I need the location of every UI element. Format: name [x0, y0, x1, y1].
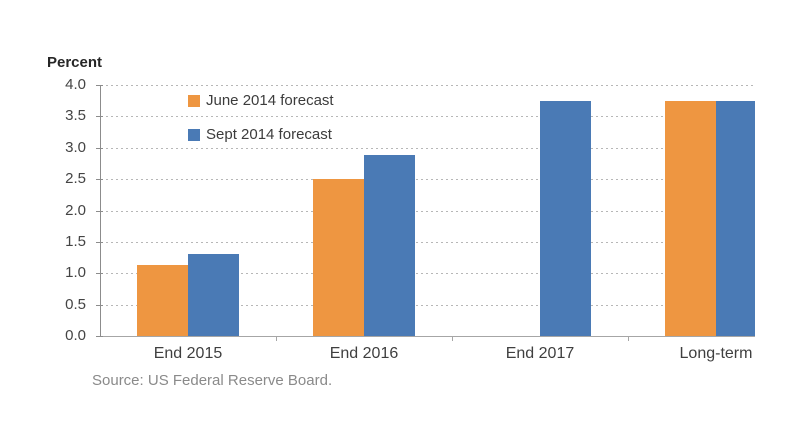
- x-axis-tick-3: [628, 337, 629, 341]
- legend-item-june-2014: June 2014 forecast: [188, 92, 334, 109]
- bar-sept-end-2015: [188, 254, 239, 336]
- y-axis-tick-0.5: [96, 305, 103, 306]
- gridline-2.5: [101, 179, 755, 180]
- gridline-0.5: [101, 305, 755, 306]
- source-attribution: Source: US Federal Reserve Board.: [92, 372, 333, 389]
- y-axis-tick-label-4.0: 4.0: [65, 76, 86, 93]
- y-axis-tick-2.0: [96, 211, 103, 212]
- legend: June 2014 forecast Sept 2014 forecast: [188, 92, 334, 143]
- bar-sept-long-term: [716, 101, 755, 336]
- y-axis-title: Percent: [47, 54, 103, 71]
- x-axis-tick-1: [276, 337, 277, 341]
- y-axis-tick-label-3.0: 3.0: [65, 139, 86, 156]
- gridline-2.0: [101, 211, 755, 212]
- plot-inner: [100, 85, 755, 336]
- y-axis-tick-label-0.0: 0.0: [65, 327, 86, 344]
- x-axis-line: [100, 336, 755, 337]
- x-axis-tick-2: [452, 337, 453, 341]
- y-axis-tick-2.5: [96, 179, 103, 180]
- legend-item-sept-2014: Sept 2014 forecast: [188, 126, 334, 143]
- gridline-3.5: [101, 116, 755, 117]
- legend-swatch-june-2014: [188, 94, 200, 107]
- y-axis-tick-3.5: [96, 116, 103, 117]
- gridline-1.0: [101, 273, 755, 274]
- y-axis-tick-label-2.5: 2.5: [65, 170, 86, 187]
- bar-sept-end-2016: [364, 155, 415, 336]
- gridline-3.0: [101, 148, 755, 149]
- gridline-1.5: [101, 242, 755, 243]
- y-axis-tick-label-2.0: 2.0: [65, 202, 86, 219]
- y-axis-tick-label-1.0: 1.0: [65, 264, 86, 281]
- legend-label-sept-2014: Sept 2014 forecast: [206, 126, 332, 143]
- x-axis-category-label-end-2015: End 2015: [153, 345, 223, 362]
- bar-june-long-term: [665, 101, 716, 336]
- y-axis-tick-label-3.5: 3.5: [65, 107, 86, 124]
- legend-swatch-sept-2014: [188, 128, 200, 141]
- x-axis-category-label-end-2017: End 2017: [505, 345, 575, 362]
- y-axis-tick-1.5: [96, 242, 103, 243]
- plot-area: [100, 85, 755, 336]
- bar-june-end-2016: [313, 179, 364, 336]
- legend-label-june-2014: June 2014 forecast: [206, 92, 334, 109]
- x-axis-category-label-end-2016: End 2016: [329, 345, 399, 362]
- bar-sept-end-2017: [540, 101, 591, 336]
- y-axis-tick-4.0: [96, 85, 103, 86]
- bar-june-end-2015: [137, 265, 188, 336]
- x-axis-category-label-long-term: Long-term: [679, 345, 753, 362]
- y-axis-tick-label-1.5: 1.5: [65, 233, 86, 250]
- gridline-4.0: [101, 85, 755, 86]
- y-axis-tick-3.0: [96, 148, 103, 149]
- y-axis-tick-0.0: [96, 336, 103, 337]
- y-axis-tick-1.0: [96, 273, 103, 274]
- y-axis-tick-label-0.5: 0.5: [65, 296, 86, 313]
